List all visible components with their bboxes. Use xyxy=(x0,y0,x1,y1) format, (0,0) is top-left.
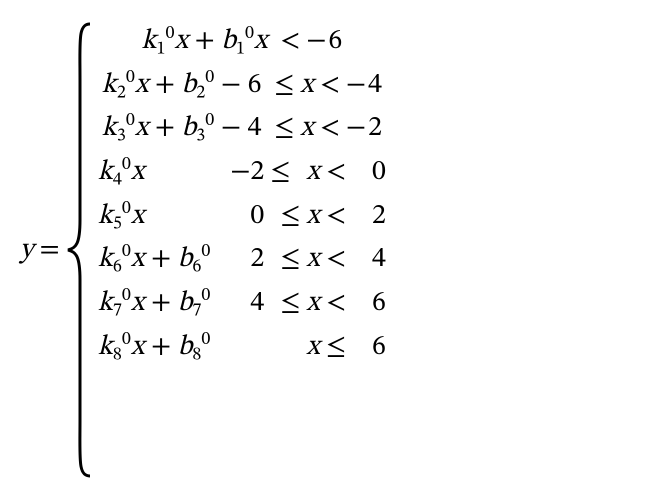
case-row: k10x + b10x <−6 xyxy=(98,20,386,64)
case-expr: k40x xyxy=(98,151,145,195)
brace-and-cases: k10x + b10x <−6 k20x + b20 − 6 ≤x<−4 xyxy=(66,20,386,480)
case-expr: k80x + b80 xyxy=(98,326,211,370)
case-row: k50x 0≤x<2 xyxy=(98,195,386,239)
case-expr: k60x + b60 xyxy=(98,238,211,282)
case-cond: x≤6 xyxy=(210,326,386,369)
case-cond: 4≤x<6 xyxy=(210,282,386,325)
case-row: k80x + b80 x≤6 xyxy=(98,326,386,370)
case-expr: k70x + b70 xyxy=(98,282,211,326)
case-cond: 0≤x<2 xyxy=(144,195,386,238)
case-row: k30x + b30 − 4 ≤x<−2 xyxy=(98,107,386,151)
case-expr: k50x xyxy=(98,195,145,239)
case-expr: k30x + b30 − 4 ≤x<−2 xyxy=(102,107,382,151)
left-brace-icon xyxy=(66,20,94,480)
case-cond: 2≤x<4 xyxy=(210,238,386,281)
equals-sign: = xyxy=(40,233,66,268)
piecewise-equation: y = k10x + b10x <−6 k20x + b20 xyxy=(20,20,626,480)
case-row: k20x + b20 − 6 ≤x<−4 xyxy=(98,64,386,108)
cases-block: k10x + b10x <−6 k20x + b20 − 6 ≤x<−4 xyxy=(94,20,386,480)
case-row: k40x −2≤x<0 xyxy=(98,151,386,195)
case-cond: −2≤x<0 xyxy=(144,151,386,194)
case-row: k60x + b60 2≤x<4 xyxy=(98,238,386,282)
lhs-variable: y xyxy=(20,233,40,268)
case-expr: k20x + b20 − 6 ≤x<−4 xyxy=(102,64,382,108)
case-row: k70x + b70 4≤x<6 xyxy=(98,282,386,326)
case-expr: k10x + b10x <−6 xyxy=(141,20,342,64)
